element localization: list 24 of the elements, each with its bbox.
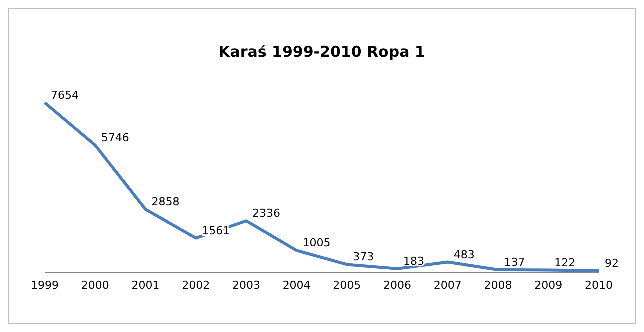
data-label: 5746: [101, 131, 130, 144]
x-tick-label: 2004: [282, 278, 311, 292]
data-label: 483: [454, 248, 475, 262]
x-tick-label: 2001: [132, 278, 160, 292]
chart-title: Karaś 1999-2010 Ropa 1: [218, 43, 426, 61]
x-tick-label: 2005: [333, 278, 362, 292]
data-label: 122: [554, 256, 576, 270]
x-tick-label: 2007: [434, 278, 462, 292]
data-label: 2858: [152, 196, 180, 209]
data-label: 2336: [252, 207, 280, 220]
data-label: 373: [353, 250, 374, 264]
data-label: 137: [504, 256, 526, 269]
x-tick-label: 2010: [585, 278, 613, 292]
x-tick-label: 2008: [484, 278, 512, 292]
x-tick-label: 2002: [182, 278, 210, 292]
x-tick-label: 2003: [232, 278, 260, 292]
x-tick-label: 2000: [81, 278, 110, 292]
x-tick-label: 2006: [384, 278, 412, 292]
data-label: 7654: [51, 89, 79, 102]
data-label: 183: [404, 254, 425, 268]
data-label: 92: [605, 256, 619, 270]
x-tick-label: 1999: [31, 278, 59, 292]
x-tick-label: 2009: [534, 278, 563, 292]
data-label: 1005: [302, 236, 331, 250]
